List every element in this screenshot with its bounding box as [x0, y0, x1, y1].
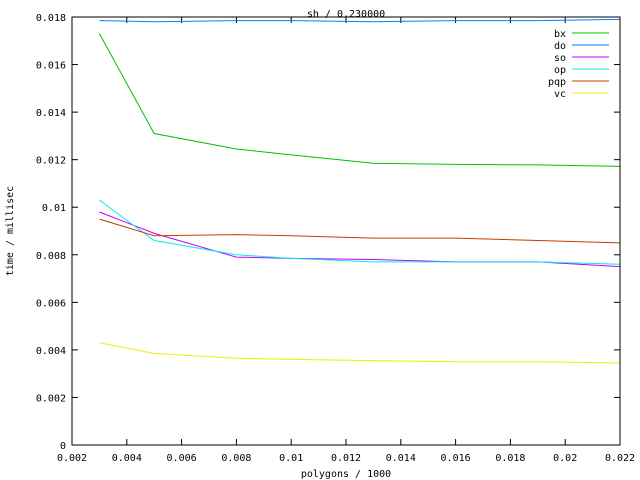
y-tick-label: 0.008	[36, 251, 66, 262]
y-tick-label: 0.018	[36, 13, 66, 24]
series-line-pqp	[99, 218, 621, 244]
y-tick-label: 0.016	[36, 61, 66, 72]
legend-label: op	[554, 65, 566, 76]
x-tick-label: 0.01	[279, 453, 303, 464]
legend-label: so	[554, 53, 566, 64]
x-tick-label: 0.004	[112, 453, 142, 464]
series-line-do	[99, 18, 621, 23]
y-tick-label: 0.002	[36, 393, 66, 404]
series-line-vc	[99, 342, 621, 364]
x-tick-label: 0.018	[495, 453, 525, 464]
plot-frame	[71, 16, 621, 446]
chart-title: sh / 0.230000	[307, 9, 385, 20]
y-tick-label: 0	[60, 441, 66, 452]
legend-label: vc	[554, 89, 566, 100]
legend-label: pqp	[548, 77, 566, 88]
x-tick-label: 0.002	[57, 453, 87, 464]
x-tick-label: 0.008	[221, 453, 251, 464]
series-line-bx	[98, 33, 621, 167]
y-tick-label: 0.004	[36, 346, 66, 357]
series-line-so	[99, 211, 621, 268]
x-tick-label: 0.02	[553, 453, 577, 464]
x-axis-label: polygons / 1000	[301, 469, 391, 480]
x-tick-label: 0.012	[331, 453, 361, 464]
y-tick-label: 0.01	[42, 203, 66, 214]
legend-label: bx	[554, 29, 566, 40]
x-tick-label: 0.016	[441, 453, 471, 464]
y-tick-label: 0.006	[36, 298, 66, 309]
series-line-op	[99, 199, 621, 265]
y-tick-label: 0.012	[36, 156, 66, 167]
x-tick-label: 0.022	[605, 453, 635, 464]
x-tick-label: 0.014	[386, 453, 416, 464]
legend-label: do	[554, 41, 566, 52]
y-tick-label: 0.014	[36, 108, 66, 119]
x-tick-label: 0.006	[167, 453, 197, 464]
y-axis-label: time / millisec	[5, 186, 16, 276]
